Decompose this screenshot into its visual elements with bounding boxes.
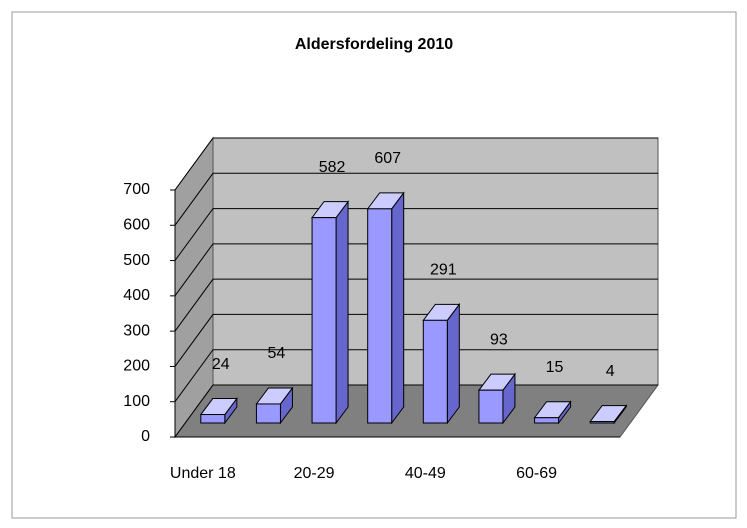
bar [534, 417, 560, 424]
grid-line [174, 349, 658, 403]
bar [422, 319, 448, 424]
floor [174, 384, 659, 438]
x-tick-label: 60-69 [516, 465, 557, 482]
bar [200, 414, 226, 424]
y-tick-label: 100 [123, 393, 150, 410]
y-tick-label: 200 [123, 358, 150, 375]
bar [311, 217, 337, 424]
y-tick-label: 600 [123, 217, 150, 234]
value-label: 93 [490, 331, 508, 348]
grid-line [174, 243, 658, 297]
grid-line [174, 313, 658, 367]
bar [255, 403, 281, 424]
grid-line [174, 137, 658, 191]
y-tick-label: 0 [141, 428, 150, 445]
y-tick-label: 400 [123, 287, 150, 304]
bar-side [446, 302, 460, 425]
bar [367, 208, 393, 424]
value-label: 15 [546, 359, 564, 376]
y-tick-label: 700 [123, 181, 150, 198]
grid-line [174, 172, 658, 226]
x-tick-label: 20-29 [294, 465, 335, 482]
x-tick-label: Under 18 [170, 465, 236, 482]
bar-side [391, 191, 405, 425]
y-tick-label: 300 [123, 322, 150, 339]
chart-title: Aldersfordeling 2010 [295, 36, 453, 53]
bar-side [335, 200, 349, 425]
value-label: 582 [319, 159, 346, 176]
grid-line [174, 278, 658, 332]
y-tick-label: 500 [123, 252, 150, 269]
value-label: 4 [606, 363, 615, 380]
value-label: 291 [430, 262, 457, 279]
grid-line [174, 208, 658, 261]
bar [589, 421, 615, 424]
value-label: 54 [268, 345, 286, 362]
value-label: 607 [374, 150, 401, 167]
value-label: 24 [212, 356, 230, 373]
x-tick-label: 40-49 [405, 465, 446, 482]
bar [478, 389, 504, 424]
